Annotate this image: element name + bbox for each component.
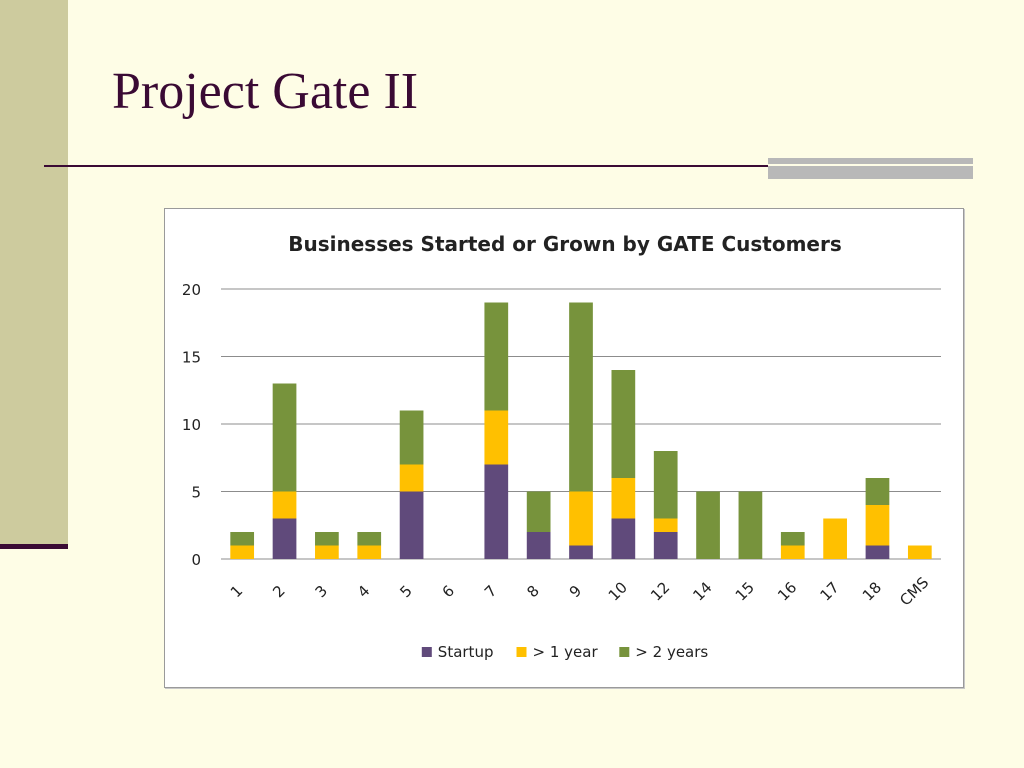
legend-swatch <box>421 647 432 657</box>
slide-title: Project Gate II <box>112 63 419 120</box>
bar-segment <box>230 532 255 546</box>
bar-segment <box>611 518 636 559</box>
title-divider <box>44 165 768 167</box>
bar-segment <box>357 545 382 559</box>
bar-segment <box>230 545 255 559</box>
x-tick-label: 8 <box>523 582 542 601</box>
legend: Startup > 1 year > 2 years <box>421 643 708 661</box>
bar-segment <box>399 491 424 559</box>
bar-segment <box>569 491 593 546</box>
bar-segment <box>865 478 890 505</box>
bar-segment <box>696 491 720 559</box>
bars <box>230 302 932 559</box>
x-tick-label: 2 <box>269 582 288 601</box>
bar-segment <box>272 383 297 492</box>
stacked-bar-chart: Businesses Started or Grown by GATE Cust… <box>182 232 941 661</box>
x-tick-label: 4 <box>354 582 373 601</box>
legend-label: > 1 year <box>533 643 599 661</box>
x-tick-label: 17 <box>816 578 842 604</box>
x-axis-tick-labels: 1 2 3 4 5 6 7 8 9 10 12 14 15 16 17 18 CMS <box>227 573 932 609</box>
bar-segment <box>865 545 890 559</box>
legend-swatch <box>619 647 630 657</box>
bar-segment <box>484 302 509 411</box>
bar-segment <box>272 518 297 559</box>
left-accent-underline <box>0 544 68 549</box>
x-tick-label: CMS <box>896 573 932 609</box>
x-tick-label: 18 <box>859 578 885 604</box>
bar-segment <box>611 370 636 478</box>
x-tick-label: 15 <box>732 578 758 604</box>
bar-segment <box>399 464 424 492</box>
x-tick-label: 7 <box>481 582 500 601</box>
bar-segment <box>484 464 509 559</box>
bar-segment <box>526 491 551 532</box>
bar-segment <box>780 532 805 546</box>
title-divider-accent <box>768 158 973 179</box>
y-tick-label: 5 <box>191 484 201 502</box>
bar-segment <box>823 518 847 559</box>
bar-segment <box>780 545 805 559</box>
x-tick-label: 9 <box>566 582 585 601</box>
x-tick-label: 1 <box>227 582 246 601</box>
x-tick-label: 5 <box>396 582 415 601</box>
legend-swatch <box>516 647 527 657</box>
bar-segment <box>399 410 424 465</box>
y-tick-label: 15 <box>182 349 201 367</box>
legend-label: Startup <box>438 643 494 661</box>
bar-segment <box>272 491 297 519</box>
legend-label: > 2 years <box>635 643 708 661</box>
y-tick-label: 0 <box>191 551 201 569</box>
y-tick-label: 20 <box>182 281 201 299</box>
x-tick-label: 16 <box>774 578 800 604</box>
chart-frame: Businesses Started or Grown by GATE Cust… <box>164 208 964 688</box>
x-tick-label: 3 <box>312 582 331 601</box>
x-tick-label: 12 <box>647 578 673 604</box>
y-tick-label: 10 <box>182 416 201 434</box>
chart-title: Businesses Started or Grown by GATE Cust… <box>288 232 842 256</box>
bar-segment <box>484 410 509 465</box>
x-tick-label: 10 <box>605 578 631 604</box>
bar-segment <box>653 532 678 559</box>
bar-segment <box>865 505 890 546</box>
bar-segment <box>569 545 593 559</box>
x-tick-label: 6 <box>439 582 458 601</box>
bar-segment <box>357 532 382 546</box>
bar-segment <box>315 532 339 546</box>
y-axis-tick-labels: 0 5 10 15 20 <box>182 281 201 569</box>
bar-segment <box>653 518 678 532</box>
bar-segment <box>611 478 636 519</box>
bar-segment <box>526 532 551 559</box>
bar-segment <box>315 545 339 559</box>
bar-segment <box>907 545 932 559</box>
bar-segment <box>653 451 678 519</box>
bar-segment <box>569 302 593 492</box>
x-tick-label: 14 <box>689 578 715 604</box>
left-accent-band <box>0 0 68 545</box>
bar-segment <box>738 491 763 559</box>
